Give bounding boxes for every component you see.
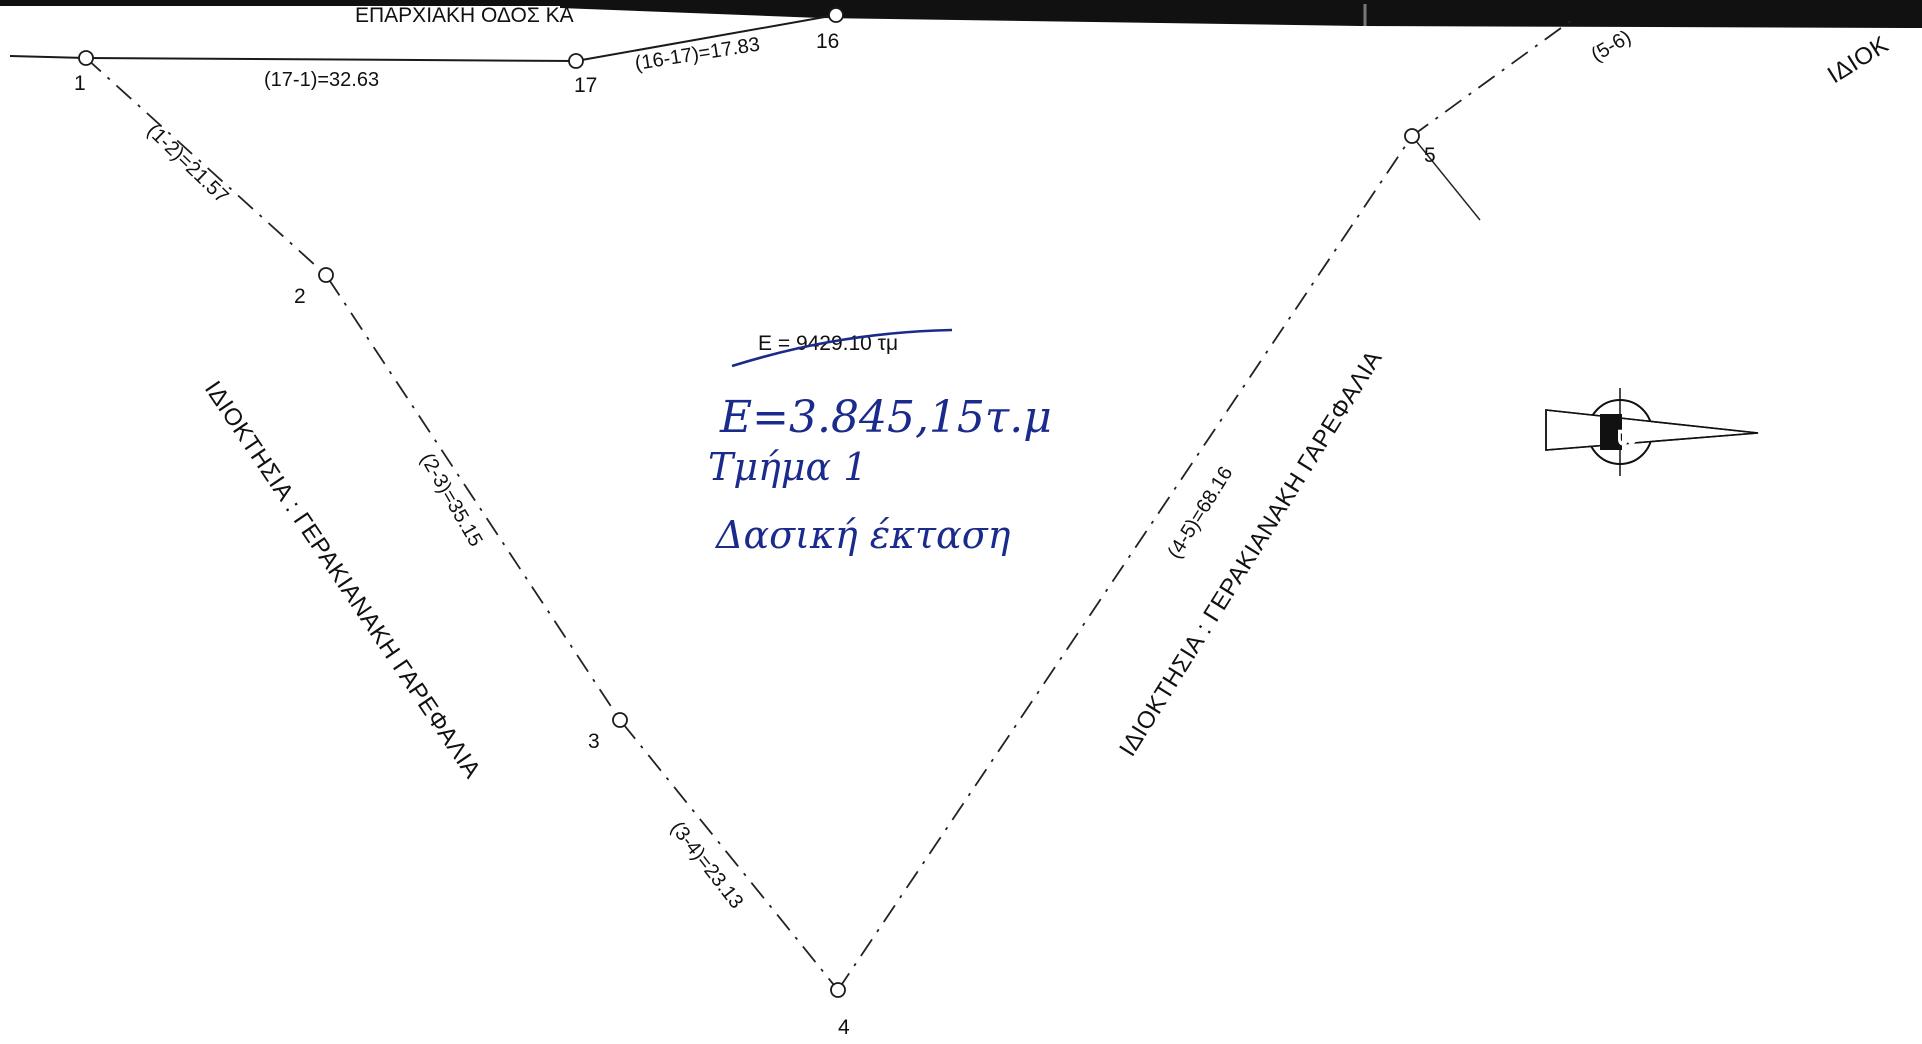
- survey-point-16: [828, 7, 844, 23]
- survey-point-1: [78, 50, 94, 66]
- owner-label-top-right: ΙΔΙΟΚ: [1823, 31, 1894, 89]
- scan-edge-shadow: [560, 0, 1922, 28]
- handwritten-section: Τμήμα 1: [708, 445, 867, 489]
- point-label-4: 4: [838, 1016, 850, 1039]
- owner-label-right: ΙΔΙΟΚΤΗΣΙΑ : ΓΕΡΑΚΙΑΝΑΚΗ ΓΑΡΕΦΑΛΙΑ: [1114, 346, 1388, 761]
- owner-label-left: ΙΔΙΟΚΤΗΣΙΑ : ΓΕΡΑΚΙΑΝΑΚΗ ΓΑΡΕΦΑΛΙΑ: [199, 376, 486, 783]
- boundary-5-6: [1411, 19, 1573, 137]
- point-label-1: 1: [74, 72, 86, 95]
- road-label: ΕΠΑΡΧΙΑΚΗ ΟΔΟΣ ΚΑ: [355, 4, 574, 27]
- boundary-1-2-3-4: [85, 57, 839, 991]
- tick-line-5: [1411, 135, 1481, 221]
- boundary-16-17: [575, 14, 837, 62]
- segment-4-5: (4-5)=68.16: [1164, 463, 1238, 563]
- segment-1-2: (1-2)=21.57: [143, 120, 233, 208]
- area-strike-through: [731, 328, 953, 368]
- point-label-3: 3: [588, 730, 600, 753]
- north-arrow-label: Β: [1612, 428, 1642, 447]
- boundary-17-1: [9, 55, 87, 59]
- survey-point-5: [1404, 128, 1420, 144]
- segment-5-6: (5-6): [1588, 26, 1636, 66]
- handwritten-land-type: Δασική έκταση: [714, 513, 1011, 557]
- survey-point-3: [612, 712, 628, 728]
- boundary-4-5: [837, 135, 1413, 991]
- point-label-2: 2: [294, 285, 306, 308]
- survey-point-2: [318, 267, 334, 283]
- survey-point-4: [830, 982, 846, 998]
- north-arrow-icon: [1545, 388, 1759, 476]
- survey-point-17: [568, 53, 584, 69]
- handwritten-area: Ε=3.845,15τ.μ: [719, 392, 1052, 443]
- point-label-17: 17: [574, 74, 597, 97]
- segment-17-1: (17-1)=32.63: [264, 69, 379, 91]
- boundary-17-1-main: [85, 57, 577, 62]
- scan-edge-band: [0, 0, 620, 6]
- point-label-5: 5: [1424, 144, 1436, 167]
- segment-3-4: (3-4)=23.13: [666, 818, 747, 913]
- point-label-16: 16: [816, 30, 839, 53]
